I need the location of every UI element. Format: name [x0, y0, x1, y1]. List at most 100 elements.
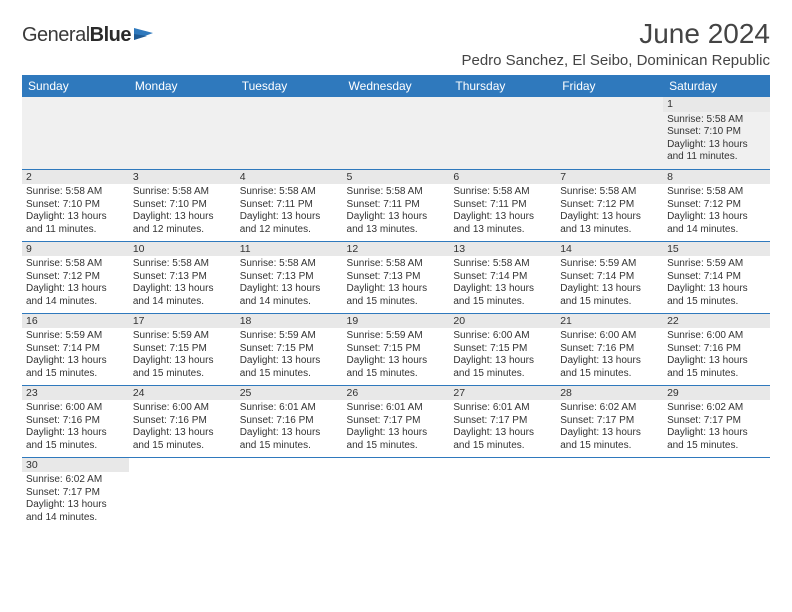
sunrise-line: Sunrise: 6:00 AM — [560, 330, 659, 343]
sunset-line: Sunset: 7:16 PM — [133, 415, 232, 428]
day-details: Sunrise: 5:58 AMSunset: 7:10 PMDaylight:… — [22, 184, 129, 240]
sunset-line: Sunset: 7:16 PM — [240, 415, 339, 428]
day-number: 1 — [663, 97, 770, 112]
sunrise-line: Sunrise: 5:59 AM — [560, 258, 659, 271]
calendar-week-row: 23Sunrise: 6:00 AMSunset: 7:16 PMDayligh… — [22, 385, 770, 457]
day-details: Sunrise: 5:58 AMSunset: 7:11 PMDaylight:… — [236, 184, 343, 240]
daylight-line: Daylight: 13 hours and 14 minutes. — [26, 283, 125, 308]
calendar-day-cell: 18Sunrise: 5:59 AMSunset: 7:15 PMDayligh… — [236, 313, 343, 385]
sunset-line: Sunset: 7:16 PM — [667, 343, 766, 356]
day-number: 24 — [129, 386, 236, 401]
page-header: GeneralBlue June 2024 Pedro Sanchez, El … — [22, 18, 770, 69]
weekday-header-row: Sunday Monday Tuesday Wednesday Thursday… — [22, 75, 770, 97]
day-number: 13 — [449, 242, 556, 257]
day-number: 26 — [343, 386, 450, 401]
sunset-line: Sunset: 7:14 PM — [560, 271, 659, 284]
calendar-day-cell: 14Sunrise: 5:59 AMSunset: 7:14 PMDayligh… — [556, 241, 663, 313]
day-details: Sunrise: 5:59 AMSunset: 7:14 PMDaylight:… — [663, 256, 770, 312]
calendar-empty-cell — [129, 457, 236, 529]
sunset-line: Sunset: 7:17 PM — [560, 415, 659, 428]
calendar-week-row: 2Sunrise: 5:58 AMSunset: 7:10 PMDaylight… — [22, 169, 770, 241]
sunrise-line: Sunrise: 5:59 AM — [133, 330, 232, 343]
day-details: Sunrise: 5:59 AMSunset: 7:14 PMDaylight:… — [22, 328, 129, 384]
day-number: 12 — [343, 242, 450, 257]
daylight-line: Daylight: 13 hours and 15 minutes. — [240, 427, 339, 452]
day-details: Sunrise: 5:59 AMSunset: 7:15 PMDaylight:… — [236, 328, 343, 384]
daylight-line: Daylight: 13 hours and 12 minutes. — [240, 211, 339, 236]
sunrise-line: Sunrise: 5:59 AM — [667, 258, 766, 271]
brand-part2: Blue — [90, 24, 131, 46]
day-number: 8 — [663, 170, 770, 185]
calendar-day-cell: 16Sunrise: 5:59 AMSunset: 7:14 PMDayligh… — [22, 313, 129, 385]
day-number: 16 — [22, 314, 129, 329]
sunrise-line: Sunrise: 6:00 AM — [26, 402, 125, 415]
day-details: Sunrise: 6:02 AMSunset: 7:17 PMDaylight:… — [556, 400, 663, 456]
calendar-week-row: 16Sunrise: 5:59 AMSunset: 7:14 PMDayligh… — [22, 313, 770, 385]
sunrise-line: Sunrise: 5:58 AM — [26, 258, 125, 271]
sunset-line: Sunset: 7:15 PM — [347, 343, 446, 356]
calendar-empty-cell — [343, 457, 450, 529]
sunrise-line: Sunrise: 5:58 AM — [26, 186, 125, 199]
calendar-day-cell: 21Sunrise: 6:00 AMSunset: 7:16 PMDayligh… — [556, 313, 663, 385]
day-number: 25 — [236, 386, 343, 401]
daylight-line: Daylight: 13 hours and 13 minutes. — [347, 211, 446, 236]
daylight-line: Daylight: 13 hours and 15 minutes. — [26, 355, 125, 380]
sunrise-line: Sunrise: 5:58 AM — [560, 186, 659, 199]
sunset-line: Sunset: 7:14 PM — [667, 271, 766, 284]
calendar-day-cell: 30Sunrise: 6:02 AMSunset: 7:17 PMDayligh… — [22, 457, 129, 529]
sunrise-line: Sunrise: 5:58 AM — [347, 186, 446, 199]
day-number: 4 — [236, 170, 343, 185]
day-number: 20 — [449, 314, 556, 329]
calendar-day-cell: 17Sunrise: 5:59 AMSunset: 7:15 PMDayligh… — [129, 313, 236, 385]
calendar-day-cell: 26Sunrise: 6:01 AMSunset: 7:17 PMDayligh… — [343, 385, 450, 457]
sunrise-line: Sunrise: 6:01 AM — [453, 402, 552, 415]
calendar-day-cell: 23Sunrise: 6:00 AMSunset: 7:16 PMDayligh… — [22, 385, 129, 457]
calendar-day-cell: 22Sunrise: 6:00 AMSunset: 7:16 PMDayligh… — [663, 313, 770, 385]
weekday-header: Thursday — [449, 75, 556, 97]
sunset-line: Sunset: 7:10 PM — [26, 199, 125, 212]
calendar-empty-cell — [129, 97, 236, 169]
day-details: Sunrise: 5:58 AMSunset: 7:11 PMDaylight:… — [343, 184, 450, 240]
calendar-week-row: 30Sunrise: 6:02 AMSunset: 7:17 PMDayligh… — [22, 457, 770, 529]
calendar-empty-cell — [663, 457, 770, 529]
day-details: Sunrise: 5:58 AMSunset: 7:14 PMDaylight:… — [449, 256, 556, 312]
day-details: Sunrise: 6:02 AMSunset: 7:17 PMDaylight:… — [22, 472, 129, 528]
sunrise-line: Sunrise: 5:58 AM — [240, 258, 339, 271]
day-number: 29 — [663, 386, 770, 401]
sunrise-line: Sunrise: 5:59 AM — [26, 330, 125, 343]
calendar-day-cell: 11Sunrise: 5:58 AMSunset: 7:13 PMDayligh… — [236, 241, 343, 313]
month-title: June 2024 — [461, 18, 770, 50]
daylight-line: Daylight: 13 hours and 13 minutes. — [560, 211, 659, 236]
daylight-line: Daylight: 13 hours and 15 minutes. — [26, 427, 125, 452]
day-number: 28 — [556, 386, 663, 401]
sunset-line: Sunset: 7:17 PM — [667, 415, 766, 428]
daylight-line: Daylight: 13 hours and 11 minutes. — [26, 211, 125, 236]
calendar-day-cell: 27Sunrise: 6:01 AMSunset: 7:17 PMDayligh… — [449, 385, 556, 457]
title-block: June 2024 Pedro Sanchez, El Seibo, Domin… — [461, 18, 770, 69]
sunrise-line: Sunrise: 5:58 AM — [133, 258, 232, 271]
day-details: Sunrise: 5:58 AMSunset: 7:11 PMDaylight:… — [449, 184, 556, 240]
calendar-day-cell: 25Sunrise: 6:01 AMSunset: 7:16 PMDayligh… — [236, 385, 343, 457]
weekday-header: Friday — [556, 75, 663, 97]
sunrise-line: Sunrise: 5:58 AM — [133, 186, 232, 199]
day-number: 21 — [556, 314, 663, 329]
calendar-day-cell: 6Sunrise: 5:58 AMSunset: 7:11 PMDaylight… — [449, 169, 556, 241]
day-number: 5 — [343, 170, 450, 185]
calendar-empty-cell — [556, 97, 663, 169]
sunset-line: Sunset: 7:14 PM — [453, 271, 552, 284]
daylight-line: Daylight: 13 hours and 14 minutes. — [26, 499, 125, 524]
weekday-header: Monday — [129, 75, 236, 97]
sunrise-line: Sunrise: 5:58 AM — [453, 258, 552, 271]
sunset-line: Sunset: 7:17 PM — [453, 415, 552, 428]
sunset-line: Sunset: 7:12 PM — [560, 199, 659, 212]
calendar-day-cell: 10Sunrise: 5:58 AMSunset: 7:13 PMDayligh… — [129, 241, 236, 313]
daylight-line: Daylight: 13 hours and 13 minutes. — [453, 211, 552, 236]
weekday-header: Saturday — [663, 75, 770, 97]
sunrise-line: Sunrise: 5:58 AM — [667, 114, 766, 127]
brand-part1: General — [22, 24, 90, 46]
calendar-empty-cell — [449, 97, 556, 169]
calendar-day-cell: 19Sunrise: 5:59 AMSunset: 7:15 PMDayligh… — [343, 313, 450, 385]
sunset-line: Sunset: 7:13 PM — [133, 271, 232, 284]
calendar-day-cell: 12Sunrise: 5:58 AMSunset: 7:13 PMDayligh… — [343, 241, 450, 313]
calendar-day-cell: 20Sunrise: 6:00 AMSunset: 7:15 PMDayligh… — [449, 313, 556, 385]
